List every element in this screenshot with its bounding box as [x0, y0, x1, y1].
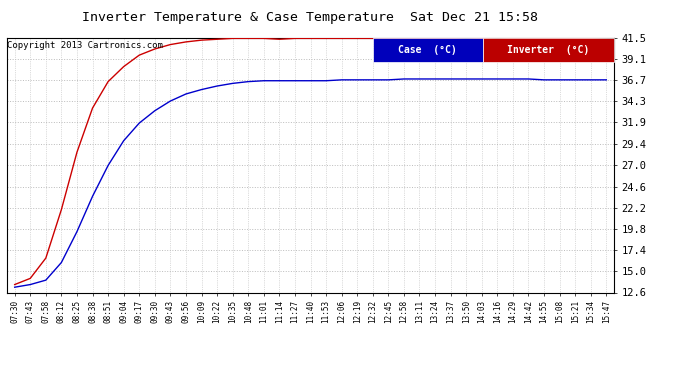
Text: Case  (°C): Case (°C) [398, 45, 457, 55]
Text: Inverter Temperature & Case Temperature  Sat Dec 21 15:58: Inverter Temperature & Case Temperature … [83, 11, 538, 24]
Text: Copyright 2013 Cartronics.com: Copyright 2013 Cartronics.com [7, 41, 163, 50]
Text: Inverter  (°C): Inverter (°C) [507, 45, 590, 55]
